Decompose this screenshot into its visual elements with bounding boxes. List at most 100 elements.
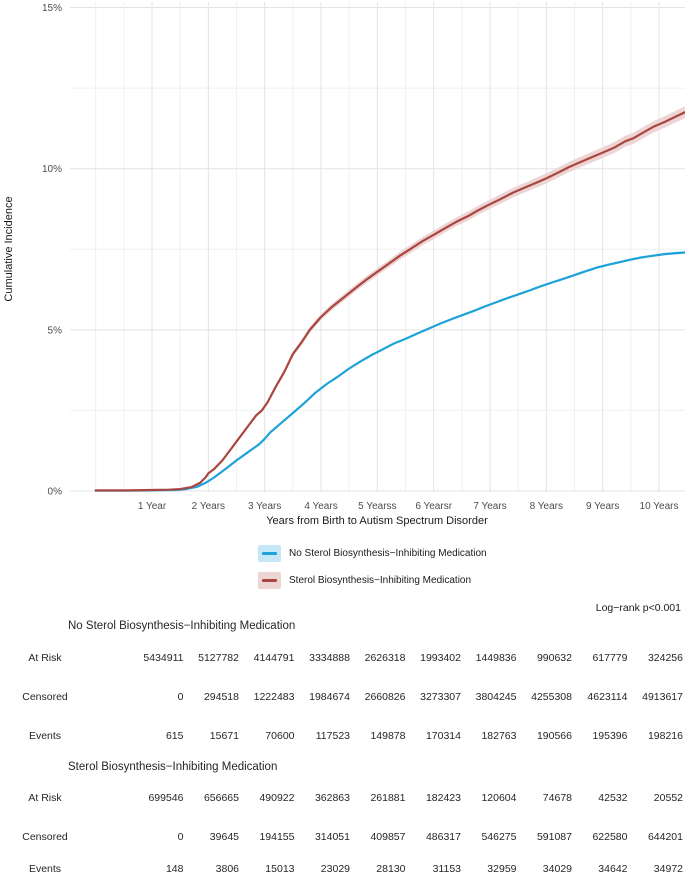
legend: No Sterol Biosynthesis−Inhibiting Medica… bbox=[258, 545, 487, 599]
risk-value-cell: 42532 bbox=[598, 792, 628, 804]
risk-value-cell: 3334888 bbox=[309, 652, 350, 664]
risk-value-cell: 190566 bbox=[536, 730, 572, 742]
legend-key-blue-icon bbox=[258, 545, 281, 562]
risk-value-cell: 23029 bbox=[320, 863, 350, 875]
risk-value-cell: 70600 bbox=[265, 730, 295, 742]
risk-table-row: Censored 0 294518 1222483 1984674 2660826 3273… bbox=[0, 691, 685, 703]
log-rank-annotation: Log−rank p<0.001 bbox=[595, 602, 681, 614]
risk-row-label: Events bbox=[28, 730, 62, 742]
survival-curve-0 bbox=[94, 251, 685, 492]
risk-value-cell: 149878 bbox=[370, 730, 406, 742]
risk-value-cell: 615 bbox=[165, 730, 184, 742]
risk-value-cell: 1984674 bbox=[309, 691, 350, 703]
risk-value-cell: 15013 bbox=[265, 863, 295, 875]
x-tick-label: 3 Years bbox=[248, 501, 281, 512]
risk-value-cell: 34642 bbox=[598, 863, 628, 875]
risk-value-cell: 294518 bbox=[203, 691, 239, 703]
y-tick-label: 15% bbox=[42, 3, 62, 14]
risk-value-cell: 5434911 bbox=[143, 652, 184, 664]
x-tick-label: 9 Years bbox=[586, 501, 619, 512]
confidence-band-1 bbox=[95, 106, 685, 492]
legend-key-red-icon bbox=[258, 572, 281, 589]
x-tick-label: 2 Years bbox=[192, 501, 225, 512]
risk-value-cell: 3804245 bbox=[475, 691, 517, 703]
risk-value-cell: 34972 bbox=[653, 863, 683, 875]
risk-value-cell: 656665 bbox=[203, 792, 239, 804]
risk-row-label: Censored bbox=[22, 691, 68, 703]
risk-row-label: At Risk bbox=[28, 652, 62, 664]
risk-table-row: Censored 0 39645 194155 314051 409857 486317 54… bbox=[0, 831, 685, 843]
x-axis-title: Years from Birth to Autism Spectrum Diso… bbox=[266, 515, 488, 527]
y-axis-title: Cumulative Incidence bbox=[3, 196, 15, 301]
risk-value-cell: 0 bbox=[177, 691, 184, 703]
survival-curve-1 bbox=[94, 111, 685, 492]
risk-value-cell: 1449836 bbox=[475, 652, 517, 664]
risk-value-cell: 362863 bbox=[314, 792, 350, 804]
legend-item-sterol: Sterol Biosynthesis−Inhibiting Medicatio… bbox=[258, 572, 487, 589]
risk-value-cell: 20552 bbox=[653, 792, 683, 804]
risk-table-row: Events 615 15671 70600 117523 149878 170314 182… bbox=[0, 730, 685, 742]
x-tick-label: 6 Yearsr bbox=[415, 501, 452, 512]
confidence-band-0 bbox=[95, 251, 685, 491]
risk-value-cell: 324256 bbox=[647, 652, 683, 664]
axis-tick-labels: 0% 5% 10% 15% 1 Year 2 Years 3 Years 4 Years 5 Y… bbox=[42, 3, 678, 512]
risk-value-cell: 314051 bbox=[314, 831, 350, 843]
risk-row-label: Events bbox=[28, 863, 62, 875]
risk-value-cell: 148 bbox=[165, 863, 184, 875]
risk-value-cell: 3273307 bbox=[420, 691, 461, 703]
risk-row-label: Censored bbox=[22, 831, 68, 843]
risk-value-cell: 28130 bbox=[376, 863, 406, 875]
risk-value-cell: 5127782 bbox=[198, 652, 239, 664]
x-tick-label: 1 Year bbox=[138, 501, 167, 512]
legend-label: Sterol Biosynthesis−Inhibiting Medicatio… bbox=[289, 575, 472, 586]
x-tick-label: 7 Years bbox=[473, 501, 506, 512]
risk-value-cell: 182423 bbox=[425, 792, 461, 804]
risk-value-cell: 0 bbox=[177, 831, 184, 843]
risk-value-cell: 409857 bbox=[370, 831, 406, 843]
legend-line-red-icon bbox=[262, 579, 277, 582]
risk-value-cell: 120604 bbox=[481, 792, 517, 804]
risk-value-cell: 170314 bbox=[425, 730, 461, 742]
y-tick-label: 10% bbox=[42, 164, 62, 175]
risk-value-cell: 644201 bbox=[647, 831, 683, 843]
risk-value-cell: 699546 bbox=[148, 792, 184, 804]
legend-label: No Sterol Biosynthesis−Inhibiting Medica… bbox=[289, 548, 487, 559]
risk-value-cell: 182763 bbox=[481, 730, 517, 742]
risk-value-cell: 617779 bbox=[592, 652, 628, 664]
risk-table-row: At Risk 699546 656665 490922 362863 261881 182… bbox=[0, 792, 685, 804]
risk-table-group-title: Sterol Biosynthesis−Inhibiting Medicatio… bbox=[68, 761, 278, 773]
risk-value-cell: 591087 bbox=[536, 831, 572, 843]
risk-table-row: Events 148 3806 15013 23029 28130 31153 32959 34… bbox=[0, 863, 685, 875]
risk-table-group-title: No Sterol Biosynthesis−Inhibiting Medica… bbox=[68, 620, 296, 632]
legend-line-blue-icon bbox=[262, 552, 277, 555]
risk-value-cell: 2660826 bbox=[364, 691, 406, 703]
gridlines-major bbox=[70, 2, 685, 492]
risk-value-cell: 34029 bbox=[542, 863, 572, 875]
confidence-bands bbox=[95, 106, 685, 492]
risk-value-cell: 4623114 bbox=[587, 691, 628, 703]
legend-item-no-sterol: No Sterol Biosynthesis−Inhibiting Medica… bbox=[258, 545, 487, 562]
risk-value-cell: 74678 bbox=[542, 792, 572, 804]
y-tick-label: 0% bbox=[48, 487, 63, 498]
risk-value-cell: 198216 bbox=[647, 730, 683, 742]
risk-value-cell: 3806 bbox=[215, 863, 239, 875]
risk-value-cell: 194155 bbox=[259, 831, 295, 843]
x-tick-label: 8 Years bbox=[530, 501, 563, 512]
x-tick-label: 5 Yearss bbox=[358, 501, 396, 512]
survival-curves bbox=[94, 111, 685, 492]
risk-value-cell: 15671 bbox=[209, 730, 239, 742]
risk-value-cell: 546275 bbox=[481, 831, 517, 843]
x-tick-label: 10 Years bbox=[640, 501, 679, 512]
risk-value-cell: 195396 bbox=[592, 730, 628, 742]
risk-value-cell: 32959 bbox=[487, 863, 517, 875]
risk-value-cell: 1222483 bbox=[253, 691, 295, 703]
risk-value-cell: 261881 bbox=[370, 792, 406, 804]
risk-value-cell: 39645 bbox=[209, 831, 239, 843]
risk-value-cell: 31153 bbox=[432, 863, 461, 875]
risk-value-cell: 2626318 bbox=[364, 652, 406, 664]
risk-value-cell: 117523 bbox=[315, 730, 350, 742]
risk-value-cell: 990632 bbox=[536, 652, 572, 664]
risk-value-cell: 4913617 bbox=[642, 691, 683, 703]
risk-table-row: At Risk 5434911 5127782 4144791 3334888 26263… bbox=[0, 652, 685, 664]
